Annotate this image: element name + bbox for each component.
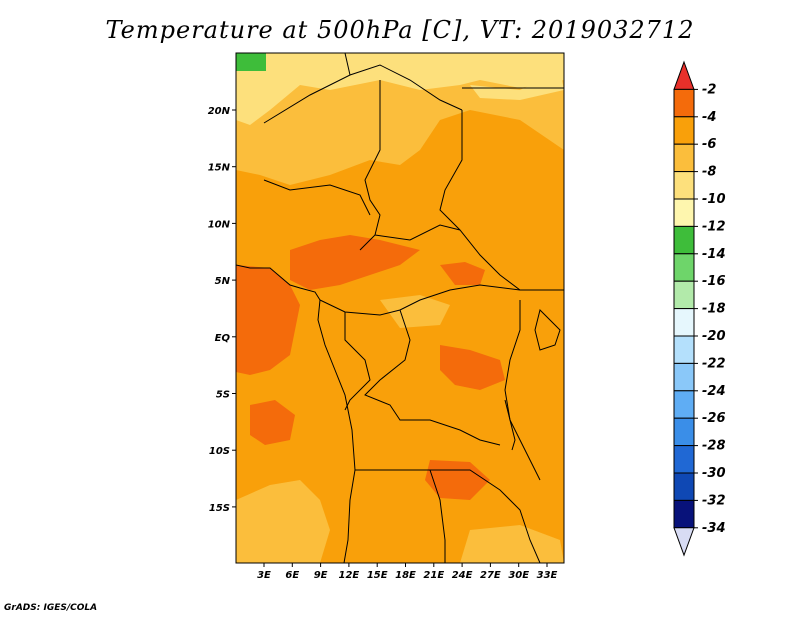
hot-patch-southwest [250, 400, 295, 445]
lat-tick-label: EQ [215, 333, 231, 344]
border-cameroon [319, 284, 521, 316]
lat-tick-label: 5S [216, 390, 230, 401]
hot-region-central [290, 235, 420, 290]
lon-tick-label: 21E [423, 570, 444, 581]
colorbar-label: -10 [702, 192, 726, 207]
border-zambia [430, 469, 541, 563]
map-frame [235, 52, 565, 564]
colorbar-swatch [673, 198, 695, 227]
border-north-2 [344, 53, 351, 76]
lon-tick-label: 27E [480, 570, 501, 581]
colorbar-label: -4 [702, 110, 716, 125]
lon-tick-label: 33E [537, 570, 558, 581]
colorbar-swatch [673, 253, 695, 282]
border-car [374, 224, 461, 241]
colorbar-swatch [673, 225, 695, 255]
lat-tick-label: 5N [215, 276, 231, 287]
border-north-1 [263, 64, 463, 124]
colorbar-swatch [673, 171, 695, 200]
colorbar-label: -20 [702, 329, 726, 344]
mild-patch-center [380, 295, 450, 328]
border-nigeria [263, 179, 371, 216]
colorbar-swatch [673, 362, 695, 392]
colorbar-label: -12 [702, 219, 726, 234]
colorbar-label: -24 [702, 384, 726, 399]
lat-tick-label: 20N [208, 106, 231, 117]
hot-region-west [236, 265, 300, 375]
lon-tick-label: 6E [285, 570, 299, 581]
lon-tick-label: 18E [395, 570, 416, 581]
colorbar-swatch [673, 143, 695, 173]
colorbar-swatch [673, 417, 695, 447]
latitude-axis: 20N 15N 10N 5N EQ 5S 10S 15S [208, 106, 236, 514]
lon-tick-label: 3E [257, 570, 271, 581]
lon-tick-label: 15E [367, 570, 388, 581]
coastline-west [236, 264, 356, 563]
lon-tick-label: 30E [508, 570, 529, 581]
colorbar-swatch [673, 445, 695, 474]
colorbar-label: -8 [702, 165, 716, 180]
colorbar-label: -28 [702, 439, 726, 454]
pale-region-north [236, 53, 564, 125]
colorbar-swatch [673, 116, 695, 145]
colorbar-label: -6 [702, 137, 716, 152]
lat-tick-label: 15N [208, 163, 231, 174]
lon-tick-label: 24E [452, 570, 473, 581]
lat-tick-label: 15S [209, 503, 230, 514]
cool-patch-north [236, 53, 266, 71]
border-north-3 [439, 110, 564, 291]
colorbar-label: -32 [702, 493, 726, 508]
border-drc [364, 309, 501, 446]
colorbar-swatch [673, 335, 695, 364]
hot-patch-northeast [440, 262, 485, 285]
colorbar-label: -2 [702, 82, 716, 97]
border-congo [344, 312, 371, 411]
lat-tick-label: 10S [209, 446, 230, 457]
colorbar-label: -18 [702, 302, 726, 317]
colorbar-label: -14 [702, 247, 726, 262]
colorbar: -2 -4 -6 -8 -10 -12 -14 -16 -18 -20 -22 -24 -26 -28 -3… [673, 60, 726, 557]
colorbar-label: -16 [702, 274, 726, 289]
pale-patch-northeast [470, 70, 564, 100]
longitude-axis: 3E 6E 9E 12E 15E 18E 21E 24E 27E 30E 33E [257, 563, 558, 581]
mild-patch-southeast [460, 525, 564, 563]
colorbar-swatch [673, 527, 695, 557]
colorbar-label: -26 [702, 411, 726, 426]
border-angola [355, 469, 446, 563]
colorbar-swatch [673, 390, 695, 419]
colorbar-swatch [673, 88, 695, 118]
lat-tick-label: 10N [208, 219, 231, 230]
colorbar-label: -22 [702, 356, 726, 371]
map-title: Temperature at 500hPa [C], VT: 201903271… [105, 16, 695, 44]
grads-credit: GrADS: IGES/COLA [4, 603, 98, 613]
border-east-lakes [504, 300, 541, 481]
colorbar-label: -30 [702, 466, 726, 481]
lon-tick-label: 12E [339, 570, 360, 581]
colorbar-swatch [673, 499, 695, 529]
colorbar-swatch [673, 472, 695, 501]
mild-region-south [236, 480, 330, 563]
border-lake-1 [534, 309, 561, 351]
lon-tick-label: 9E [314, 570, 328, 581]
colorbar-swatch [673, 60, 695, 90]
colorbar-swatch [673, 308, 695, 337]
country-borders [236, 53, 564, 563]
temperature-field [236, 53, 564, 563]
colorbar-label: -34 [702, 521, 726, 536]
border-lake-2 [504, 399, 516, 451]
colorbar-swatch [673, 280, 695, 310]
hot-patch-east [440, 345, 505, 390]
